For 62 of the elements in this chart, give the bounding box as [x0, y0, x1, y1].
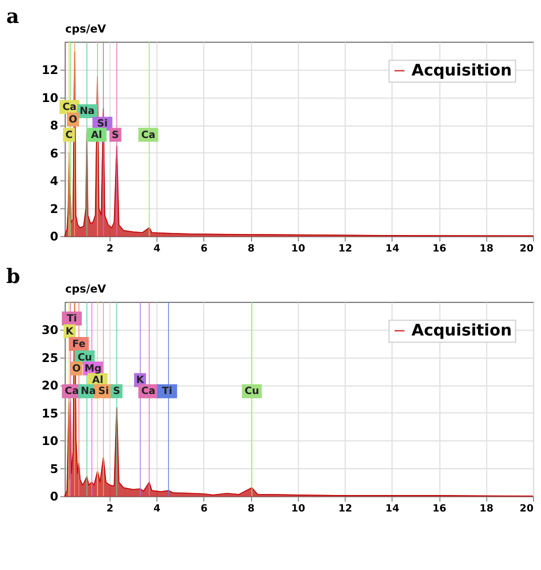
- x-tick-label: 4: [154, 504, 161, 515]
- x-tick-label: 12: [338, 504, 352, 515]
- legend-label: Acquisition: [411, 60, 512, 80]
- annotation: Na: [80, 106, 95, 118]
- x-tick-label: 14: [385, 504, 400, 515]
- annotation: Ti: [162, 386, 172, 398]
- chart-title: a: [6, 4, 20, 28]
- y-tick-label: 30: [42, 323, 58, 338]
- annotation: Ca: [141, 130, 156, 141]
- y-tick-label: 12: [42, 63, 58, 78]
- y-tick-label: 6: [50, 146, 58, 160]
- annotation: Ti: [66, 313, 77, 324]
- y-tick-label: 2: [50, 202, 58, 216]
- y-axis-title: cps/eV: [65, 22, 106, 36]
- x-tick-label: 14: [385, 244, 400, 255]
- annotation: Al: [92, 375, 104, 386]
- x-tick-label: 16: [432, 504, 446, 515]
- y-tick-label: 5: [50, 462, 58, 476]
- annotation: Ca: [64, 386, 79, 398]
- x-tick-label: 2: [106, 504, 114, 515]
- x-tick-label: 20: [520, 504, 534, 515]
- y-axis-title: cps/eV: [65, 282, 106, 296]
- annotation: Al: [90, 130, 102, 141]
- annotation: Si: [98, 386, 109, 398]
- x-tick-label: 4: [154, 244, 161, 255]
- legend-label: Acquisition: [411, 320, 512, 340]
- annotation: Fe: [72, 339, 86, 350]
- x-tick-label: 6: [200, 504, 208, 515]
- x-tick-label: 12: [338, 244, 352, 255]
- x-tick-label: 6: [200, 244, 208, 255]
- y-tick-label: 20: [42, 378, 58, 393]
- annotation: C: [65, 130, 73, 141]
- annotation: O: [68, 114, 78, 126]
- chart-title: b: [6, 264, 20, 288]
- y-tick-label: 4: [50, 174, 58, 188]
- y-tick-label: 15: [42, 406, 58, 420]
- annotation: Ca: [141, 386, 156, 398]
- annotation: Cu: [244, 386, 260, 398]
- x-tick-label: 2: [106, 244, 114, 255]
- y-tick-label: 0: [50, 490, 58, 504]
- x-tick-label: 20: [520, 244, 534, 255]
- y-tick-label: 8: [50, 118, 58, 133]
- x-tick-label: 8: [248, 244, 255, 255]
- annotation: K: [136, 375, 146, 386]
- annotation: S: [112, 386, 120, 398]
- x-tick-label: 10: [291, 244, 306, 255]
- annotation: O: [72, 363, 81, 374]
- x-tick-label: 18: [480, 504, 494, 515]
- annotation: K: [66, 326, 75, 338]
- x-tick-label: 8: [248, 504, 255, 515]
- y-tick-label: 10: [42, 434, 58, 448]
- annotation: Si: [97, 118, 108, 130]
- annotation: Mg: [84, 363, 102, 374]
- y-tick-label: 0: [50, 230, 58, 244]
- y-tick-label: 10: [42, 90, 58, 105]
- annotation: Cu: [78, 352, 92, 364]
- x-tick-label: 16: [432, 244, 446, 255]
- annotation: S: [112, 130, 119, 141]
- x-tick-label: 18: [480, 244, 494, 255]
- y-tick-label: 25: [42, 350, 58, 365]
- x-tick-label: 10: [291, 504, 306, 515]
- annotation: Ca: [62, 102, 76, 114]
